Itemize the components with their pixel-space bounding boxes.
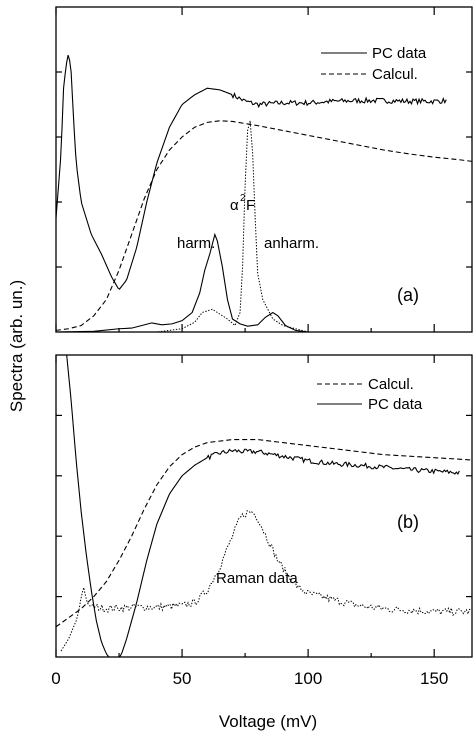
x-tick-label: 150 [420, 669, 448, 688]
series-b-pc-data-line [66, 355, 460, 657]
x-tick-label: 0 [51, 669, 60, 688]
annotation-raman: Raman data [216, 570, 298, 587]
x-axis-label: Voltage (mV) [219, 712, 317, 731]
panel-b-tag: (b) [397, 512, 419, 532]
annotation-harm: harm. [177, 235, 215, 252]
annotation-F: F [246, 197, 255, 214]
panel-a-frame [55, 6, 473, 333]
series-a-f-line [56, 120, 309, 332]
annotation-anharm: anharm. [264, 235, 319, 252]
series-b-raman-data-line [60, 510, 472, 652]
series-b-calcul-line [56, 439, 472, 628]
x-tick-label: 50 [173, 669, 192, 688]
legend-a-pc-label: PC data [372, 45, 427, 62]
y-axis-label: Spectra (arb. un.) [7, 280, 26, 412]
legend-b-calc-label: Calcul. [368, 376, 414, 393]
annotation-alpha: α [230, 197, 239, 214]
panel-b-frame [55, 354, 473, 658]
series-a-pc-data-line [56, 54, 447, 290]
legend-b-pc-label: PC data [368, 396, 423, 413]
panel-a-plot [56, 54, 472, 332]
axis-ticks: 0 50 100 150 [51, 7, 472, 688]
series-a-harm-line [56, 232, 309, 332]
panel-b-plot [56, 355, 472, 657]
legend-a-calc-label: Calcul. [372, 66, 418, 83]
x-tick-label: 100 [294, 669, 322, 688]
annotation-alpha-superscript: 2 [240, 193, 246, 204]
series-a-calcul-line [56, 120, 472, 331]
panel-a-tag: (a) [397, 285, 419, 305]
